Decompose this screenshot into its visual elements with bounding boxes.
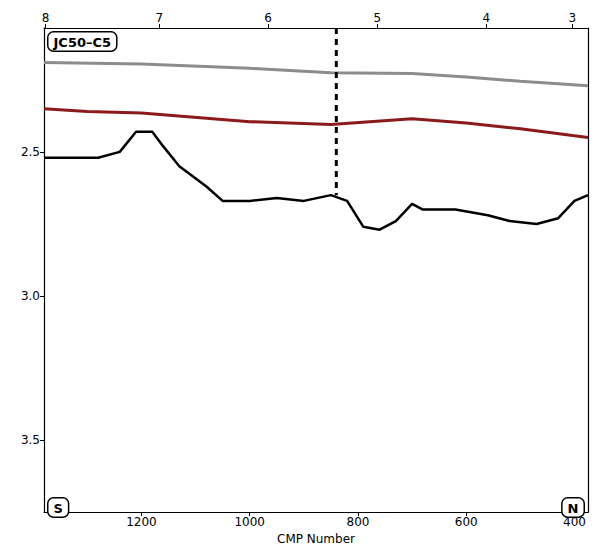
svg-text:4: 4 <box>482 11 490 25</box>
svg-text:5: 5 <box>374 11 382 25</box>
svg-text:800: 800 <box>346 515 369 529</box>
svg-text:7: 7 <box>155 11 163 25</box>
svg-text:6: 6 <box>264 11 272 25</box>
svg-text:400: 400 <box>563 515 586 530</box>
svg-text:N: N <box>568 501 579 516</box>
svg-text:3.0: 3.0 <box>21 289 40 303</box>
svg-text:1200: 1200 <box>126 515 157 529</box>
svg-text:8: 8 <box>42 11 50 25</box>
svg-text:CMP Number: CMP Number <box>277 532 355 546</box>
svg-text:1000: 1000 <box>234 515 265 529</box>
svg-text:2.5: 2.5 <box>21 145 40 159</box>
svg-text:600: 600 <box>455 515 478 529</box>
svg-text:JC50–C5: JC50–C5 <box>53 35 112 50</box>
svg-text:S: S <box>54 501 63 516</box>
svg-text:3.5: 3.5 <box>21 433 40 447</box>
svg-text:3: 3 <box>568 11 576 25</box>
